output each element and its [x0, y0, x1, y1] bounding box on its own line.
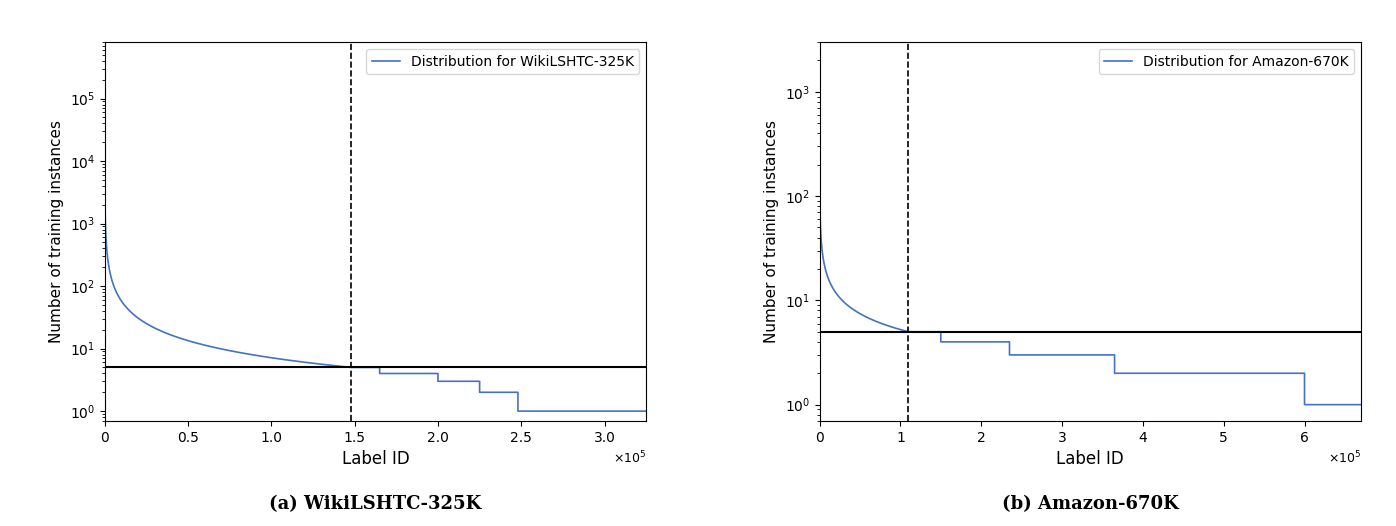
Y-axis label: Number of training instances: Number of training instances [764, 120, 779, 343]
Legend: Distribution for WikiLSHTC-325K: Distribution for WikiLSHTC-325K [366, 49, 639, 74]
Y-axis label: Number of training instances: Number of training instances [49, 120, 64, 343]
Legend: Distribution for Amazon-670K: Distribution for Amazon-670K [1099, 49, 1354, 74]
Text: (a) WikiLSHTC-325K: (a) WikiLSHTC-325K [269, 494, 482, 513]
X-axis label: Label ID: Label ID [1057, 450, 1124, 468]
Text: (b) Amazon-670K: (b) Amazon-670K [1002, 494, 1178, 513]
Text: $\times10^5$: $\times10^5$ [613, 449, 646, 466]
X-axis label: Label ID: Label ID [342, 450, 409, 468]
Text: $\times10^5$: $\times10^5$ [1328, 449, 1361, 466]
